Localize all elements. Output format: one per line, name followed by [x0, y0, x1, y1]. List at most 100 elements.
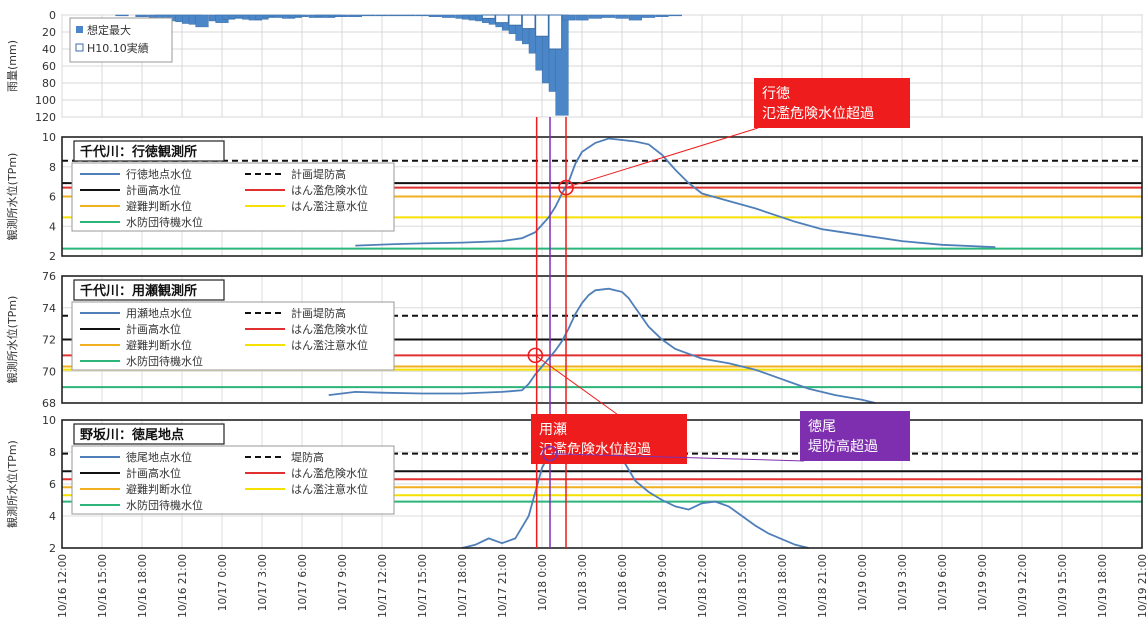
x-tick-label: 10/18 18:00 [777, 554, 789, 618]
x-tick-label: 10/17 9:00 [337, 554, 349, 611]
callout-marker [542, 445, 558, 462]
rain-legend [69, 17, 173, 63]
legend-label: はん濫危険水位 [291, 322, 368, 336]
callout-leader [565, 127, 759, 189]
rain-bar-max [375, 14, 389, 17]
legend-label: 避難判断水位 [126, 482, 192, 496]
legend-label: 行徳地点水位 [126, 167, 192, 181]
rain-legend-label-max: 想定最大 [87, 23, 131, 37]
x-tick-label: 10/18 21:00 [817, 554, 829, 618]
legend-label: はん濫注意水位 [291, 482, 368, 496]
x-tick-label: 10/17 15:00 [417, 554, 429, 618]
callout-box [800, 411, 910, 461]
rain-bar-actual [481, 14, 496, 19]
legend-label: はん濫注意水位 [291, 199, 368, 213]
legend-label: 計画堤防高 [291, 306, 346, 320]
panel-legend [71, 301, 395, 371]
panel-y-axis-label: 観測所水位(TPm) [5, 440, 19, 528]
x-tick-label: 10/19 6:00 [937, 554, 949, 611]
x-tick-label: 10/19 15:00 [1057, 554, 1069, 618]
rain-bar-actual [548, 14, 563, 50]
x-tick-label: 10/19 0:00 [857, 554, 869, 611]
callout-text: 行徳 [762, 86, 790, 102]
rain-bar-max [415, 14, 429, 17]
rain-y-tick-label: 100 [35, 94, 56, 107]
panel-y-tick-label: 70 [42, 365, 56, 378]
rain-bar-max [655, 14, 669, 17]
panel-y-tick-label: 6 [49, 191, 56, 204]
rain-bar-max [362, 14, 376, 17]
rain-bar-max [402, 14, 416, 17]
x-tick-label: 10/17 18:00 [457, 554, 469, 618]
x-tick-label: 10/18 9:00 [657, 554, 669, 611]
rain-bar-max [348, 14, 362, 17]
rain-bar-max [115, 14, 129, 17]
x-tick-label: 10/16 12:00 [57, 554, 69, 618]
x-tick-label: 10/19 3:00 [897, 554, 909, 611]
panel-y-tick-label: 6 [49, 478, 56, 491]
callout-leader [535, 354, 618, 415]
panel-title: 千代川：用瀬観測所 [80, 283, 197, 299]
panel-legend [71, 445, 395, 515]
panel-title-frame [73, 423, 225, 445]
panel-y-tick-label: 4 [49, 220, 56, 233]
panel-y-tick-label: 2 [49, 250, 56, 263]
rain-bar-actual [535, 14, 549, 37]
panel-y-tick-label: 72 [42, 334, 56, 347]
rain-bar-max [335, 14, 349, 17]
panel-y-tick-label: 68 [42, 397, 56, 410]
rain-bar-max [615, 14, 629, 19]
x-tick-label: 10/18 12:00 [697, 554, 709, 618]
legend-label: 計画高水位 [126, 466, 181, 480]
legend-label: 避難判断水位 [126, 199, 192, 213]
rain-bar-max [295, 14, 309, 17]
panel-y-tick-label: 8 [49, 446, 56, 459]
callout-text: 堤防高超過 [808, 438, 878, 455]
panel-title-box: 千代川：行徳観測所 [73, 140, 225, 162]
legend-label: 計画高水位 [126, 322, 181, 336]
x-tick-label: 10/18 15:00 [737, 554, 749, 618]
legend-label: 水防団待機水位 [126, 354, 203, 368]
callout-text: 氾濫危険水位超過 [762, 106, 874, 122]
x-tick-label: 10/19 18:00 [1097, 554, 1109, 618]
rain-y-axis-label: 雨量(mm) [6, 40, 19, 92]
x-tick-label: 10/16 21:00 [177, 554, 189, 618]
legend-label: 徳尾地点水位 [126, 450, 192, 464]
legend-label: 水防団待機水位 [126, 215, 203, 229]
x-tick-label: 10/19 12:00 [1017, 554, 1029, 618]
rain-legend-label-actual: H10.10実績 [87, 41, 149, 55]
rain-bar-max [668, 14, 682, 17]
water-level-line [328, 287, 876, 404]
water-level-line [355, 137, 996, 248]
rain-bar-max [642, 14, 656, 18]
rain-legend-swatch-actual [75, 43, 84, 52]
legend-label: 計画堤防高 [291, 167, 346, 181]
panel-y-tick-label: 10 [42, 414, 56, 427]
panel-y-tick-label: 10 [42, 131, 56, 144]
legend-label: はん濫危険水位 [291, 466, 368, 480]
legend-label: 避難判断水位 [126, 338, 192, 352]
panel-y-axis-label: 観測所水位(TPm) [5, 296, 19, 384]
panel-y-tick-label: 8 [49, 161, 56, 174]
rain-bar-max [628, 14, 642, 21]
panel-y-axis-label: 観測所水位(TPm) [5, 153, 19, 241]
rain-bar-max [575, 14, 589, 21]
callout-marker [527, 347, 544, 364]
panel-title-frame [73, 140, 225, 162]
panel-border [61, 136, 1143, 257]
x-tick-label: 10/19 21:00 [1137, 554, 1148, 618]
rain-bar-max [428, 14, 442, 17]
rain-y-tick-label: 40 [42, 43, 56, 56]
x-tick-label: 10/17 0:00 [217, 554, 229, 611]
x-tick-label: 10/17 3:00 [257, 554, 269, 611]
legend-label: はん濫注意水位 [291, 338, 368, 352]
panel-title-box: 野坂川：徳尾地点 [73, 423, 225, 445]
rain-bar-actual [495, 14, 509, 24]
rain-y-tick-label: 20 [42, 26, 56, 39]
x-tick-label: 10/18 0:00 [537, 554, 549, 611]
panel-legend [71, 162, 395, 232]
x-tick-label: 10/19 9:00 [977, 554, 989, 611]
panel-y-tick-label: 76 [42, 270, 56, 283]
rain-legend-swatch-max [76, 26, 83, 33]
